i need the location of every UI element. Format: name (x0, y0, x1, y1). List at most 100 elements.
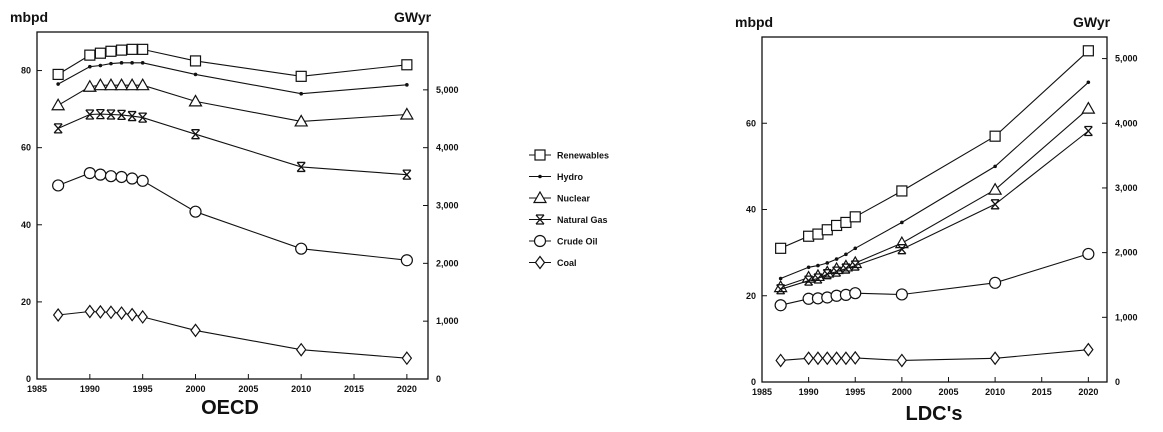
data-point-coal (849, 350, 861, 365)
data-point-hydro (844, 252, 848, 257)
series-coal (775, 342, 1094, 368)
legend-label: Nuclear (557, 194, 591, 204)
series-crude-oil (774, 247, 1095, 312)
data-point-hydro (405, 83, 409, 87)
data-point-hydro (853, 246, 858, 251)
data-point-hydro (56, 82, 60, 86)
x-tick-label: 2015 (1032, 387, 1052, 397)
data-point-nuclear (125, 77, 140, 91)
x-tick-label: 2000 (892, 387, 912, 397)
data-point-coal (812, 351, 824, 366)
y-tick-label: 60 (746, 118, 756, 128)
data-point-natural-gas (841, 263, 851, 274)
data-point-nuclear (135, 77, 150, 91)
data-point-coal (116, 306, 127, 321)
legend-label: Hydro (557, 172, 584, 182)
series-crude-oil (52, 167, 413, 267)
series-nuclear (51, 77, 414, 127)
plot-frame (761, 36, 1108, 383)
y2-tick-label: 0 (1115, 377, 1120, 387)
data-point-natural-gas (850, 260, 860, 271)
data-point-nuclear (114, 77, 129, 91)
data-point-renewables (803, 230, 815, 242)
x-tick-label: 2005 (238, 384, 258, 394)
legend-marker-natural-gas (535, 214, 545, 225)
y2-tick-label: 3,000 (436, 201, 459, 211)
data-point-coal (401, 351, 413, 366)
plot-frame (36, 31, 429, 380)
data-point-nuclear (51, 98, 66, 111)
data-point-hydro (130, 61, 134, 65)
legend-item-hydro: Hydro (529, 172, 584, 182)
data-point-natural-gas (804, 275, 814, 286)
series-natural-gas (776, 125, 1093, 295)
data-point-renewables (105, 45, 117, 57)
data-point-renewables (1082, 45, 1094, 57)
data-point-coal (126, 307, 138, 322)
data-point-hydro (993, 164, 997, 169)
oecd-chart: 1985 1990 1995 2000 2005 2010 2015 2020 0 20 40 60 8… (10, 9, 459, 419)
data-point-hydro (119, 61, 124, 65)
data-point-crude-oil (895, 288, 908, 301)
series-line-hydro (780, 81, 1089, 280)
y2-tick-label: 4,000 (436, 143, 459, 153)
data-point-coal (822, 351, 833, 366)
y2-tick-label: 0 (436, 374, 441, 384)
data-point-crude-oil (115, 170, 128, 184)
data-point-natural-gas (53, 123, 63, 134)
data-point-renewables (189, 55, 202, 67)
y2-tick-label: 3,000 (1115, 183, 1138, 193)
data-point-natural-gas (85, 109, 95, 120)
y-tick-label: 80 (21, 66, 31, 76)
left-axis-unit: mbpd (10, 9, 48, 25)
right-axis-unit: GWyr (394, 9, 432, 25)
data-point-coal (52, 307, 64, 322)
data-point-crude-oil (400, 254, 413, 267)
legend-item-natural-gas: Natural Gas (529, 214, 608, 225)
y-tick-label: 20 (746, 291, 756, 301)
data-point-nuclear (294, 114, 309, 127)
data-point-nuclear (1081, 101, 1096, 114)
data-point-crude-oil (94, 168, 107, 181)
data-point-hydro (825, 261, 830, 265)
series-renewables (775, 45, 1094, 254)
data-point-crude-oil (104, 170, 118, 183)
data-point-coal (831, 351, 842, 366)
data-point-crude-oil (1082, 247, 1095, 261)
legend-marker-renewables (534, 149, 546, 161)
chart-title: OECD (201, 397, 259, 419)
data-point-hydro (109, 61, 113, 66)
data-point-crude-oil (774, 299, 787, 312)
y-tick-label: 0 (26, 374, 31, 384)
data-point-hydro (193, 72, 198, 77)
series-hydro (778, 80, 1091, 281)
data-point-crude-oil (136, 174, 149, 187)
series-nuclear (773, 101, 1096, 293)
x-tick-label: 2000 (185, 384, 205, 394)
legend-label: Natural Gas (557, 215, 608, 225)
series-line-nuclear (57, 84, 407, 122)
data-point-coal (896, 353, 908, 368)
data-point-natural-gas (990, 199, 1000, 210)
data-point-hydro (834, 257, 839, 261)
left-axis-unit: mbpd (735, 14, 773, 30)
data-point-natural-gas (1083, 125, 1093, 137)
data-point-hydro (816, 263, 820, 268)
data-point-hydro (900, 220, 904, 225)
data-point-renewables (115, 44, 128, 56)
series-line-coal (58, 310, 407, 359)
data-point-renewables (830, 219, 843, 232)
data-point-hydro (140, 61, 145, 65)
data-point-renewables (126, 43, 138, 55)
data-point-renewables (840, 216, 852, 229)
y2-tick-label: 5,000 (1115, 54, 1138, 64)
legend-label: Coal (557, 258, 577, 268)
data-point-natural-gas (402, 169, 412, 180)
data-point-natural-gas (822, 269, 832, 280)
series-hydro (56, 61, 409, 96)
data-point-hydro (88, 64, 92, 69)
legend-item-crude-oil: Crude Oil (529, 234, 598, 248)
series-renewables (52, 43, 413, 82)
y2-tick-label: 2,000 (1115, 248, 1138, 258)
data-point-coal (803, 351, 814, 366)
